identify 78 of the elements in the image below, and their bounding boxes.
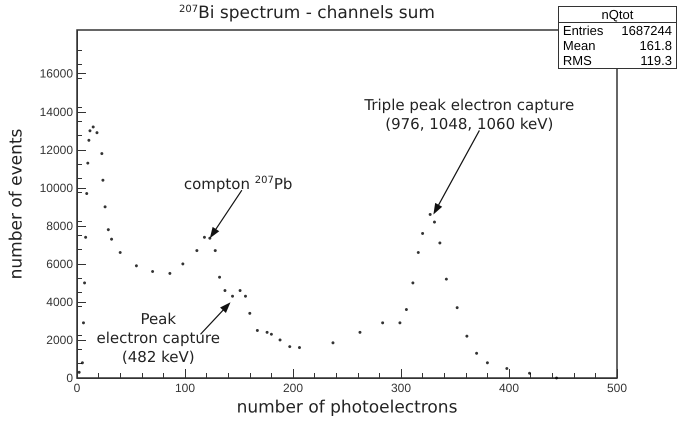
point	[92, 125, 95, 128]
x-tick-label: 100	[174, 381, 196, 395]
point	[151, 270, 154, 274]
point	[104, 205, 107, 208]
chart-title: $^{207}$Bi spectrum - channels sum	[179, 3, 435, 23]
point	[238, 289, 242, 292]
point	[528, 372, 532, 375]
x-tick-label: 500	[606, 381, 628, 395]
point	[80, 361, 84, 364]
point	[486, 361, 489, 364]
point	[101, 178, 104, 182]
point	[444, 278, 448, 281]
y-tick-label: 14000	[40, 104, 74, 119]
point	[298, 346, 301, 350]
y-axis-title: number of events	[6, 128, 26, 280]
point	[404, 308, 408, 312]
point	[88, 129, 92, 132]
point	[438, 241, 442, 244]
point	[218, 276, 222, 279]
point	[134, 264, 138, 268]
point	[475, 352, 478, 355]
point	[358, 330, 362, 334]
text: Entries 1687244	[562, 23, 672, 38]
point	[465, 334, 468, 338]
x-tick-label: 300	[390, 381, 412, 395]
y-tick-label: 0	[66, 371, 74, 385]
y-tick-label: 10000	[40, 180, 74, 195]
point	[278, 338, 282, 342]
point	[83, 281, 86, 284]
point	[256, 328, 259, 332]
point	[214, 249, 217, 252]
annotation: Triple peak electron capture (976, 1048, 1060 keV)	[364, 96, 574, 134]
y-tick-label: 4000	[46, 294, 74, 309]
point	[428, 212, 432, 216]
y-tick-label: 6000	[46, 256, 74, 271]
x-axis-title: number of photoelectrons	[236, 397, 458, 418]
point	[288, 345, 292, 348]
point	[555, 376, 558, 380]
point	[118, 250, 122, 254]
annotation: Peak electron capture (482 keV)	[96, 310, 220, 368]
point	[110, 238, 114, 241]
point	[421, 232, 424, 235]
point	[331, 341, 334, 344]
point	[505, 366, 508, 370]
point	[82, 321, 85, 324]
point	[95, 131, 98, 134]
point	[78, 370, 81, 374]
point	[248, 312, 252, 315]
point	[223, 289, 226, 292]
point	[231, 294, 234, 298]
annotation: compton $^{207}$Pb	[184, 175, 292, 194]
point	[432, 220, 436, 224]
point	[168, 272, 172, 275]
point	[266, 330, 269, 334]
y-tick-label: 8000	[46, 218, 74, 233]
point	[398, 321, 402, 324]
text: RMS 119.3	[562, 53, 672, 68]
x-tick-label: 400	[498, 381, 520, 395]
point	[202, 236, 206, 239]
point	[85, 192, 88, 196]
point	[381, 321, 384, 324]
y-tick-label: 12000	[40, 142, 74, 157]
point	[106, 228, 110, 232]
point	[181, 262, 184, 266]
text: nQtot	[558, 6, 676, 22]
point	[244, 294, 247, 298]
y-tick-label: 2000	[46, 332, 74, 347]
point	[270, 332, 273, 336]
point	[87, 138, 90, 142]
point	[86, 162, 90, 165]
point	[456, 306, 459, 310]
y-tick-label: 16000	[40, 66, 74, 81]
point	[195, 249, 198, 252]
point	[416, 250, 420, 254]
x-tick-label: 200	[282, 381, 304, 395]
point	[411, 281, 414, 284]
text: Mean 161.8	[562, 38, 672, 53]
point	[100, 152, 104, 156]
